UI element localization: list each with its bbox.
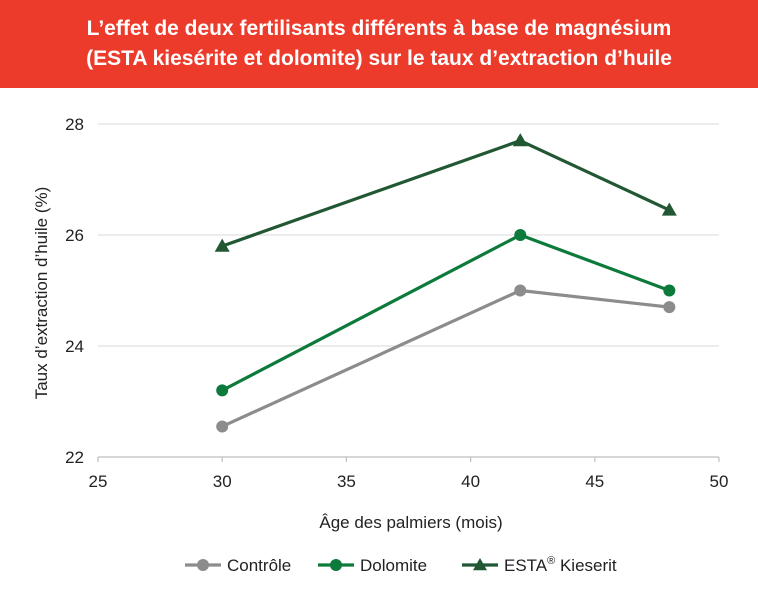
legend-marker-esta-kieserit xyxy=(473,558,487,571)
series-line-contr-le xyxy=(221,288,670,428)
data-point-dolomite xyxy=(514,229,527,241)
x-tick-label: 35 xyxy=(337,472,356,491)
data-point-dolomite xyxy=(663,284,676,297)
line-chart: 22 24 26 28 25 30 35 40 45 50 Taux d’extraction d… xyxy=(32,115,728,575)
data-point-esta-kieserit xyxy=(214,238,230,252)
data-point-contr-le xyxy=(663,301,676,314)
series-line-esta-kieserit xyxy=(221,139,670,248)
x-tick-label: 25 xyxy=(89,472,108,491)
y-tick-label: 28 xyxy=(65,115,84,134)
legend-label-dolomite: Dolomite xyxy=(360,556,427,575)
x-tick-label: 50 xyxy=(710,472,729,491)
x-tick-label: 30 xyxy=(213,472,232,491)
series-lines xyxy=(221,139,670,428)
data-point-esta-kieserit xyxy=(512,133,528,147)
title-banner: L’effet de deux fertilisants différents … xyxy=(0,0,758,88)
x-tick-label: 40 xyxy=(461,472,480,491)
data-point-esta-kieserit xyxy=(661,202,677,216)
legend: Contrôle Dolomite ESTA® Kieserit xyxy=(185,555,617,575)
legend-marker-dolomite xyxy=(330,559,342,571)
data-point-dolomite xyxy=(216,384,229,397)
chart-title-line-1: L’effet de deux fertilisants différents … xyxy=(86,17,672,40)
x-axis-title: Âge des palmiers (mois) xyxy=(319,513,502,532)
x-tick-label: 45 xyxy=(585,472,604,491)
series-line-dolomite xyxy=(221,233,670,392)
data-point-contr-le xyxy=(216,420,229,433)
data-points xyxy=(214,133,677,433)
y-tick-label: 24 xyxy=(65,337,84,356)
y-tick-label: 26 xyxy=(65,226,84,245)
y-axis-title: Taux d’extraction d’huile (%) xyxy=(32,187,51,400)
y-tick-label: 22 xyxy=(65,448,84,467)
grid-lines xyxy=(98,123,719,347)
legend-label-contr-le: Contrôle xyxy=(227,556,291,575)
chart-title-line-2: (ESTA kiesérite et dolomite) sur le taux… xyxy=(86,47,672,70)
data-point-contr-le xyxy=(514,284,527,297)
legend-marker-contr-le xyxy=(197,559,209,571)
axes: 22 24 26 28 25 30 35 40 45 50 xyxy=(65,115,728,491)
legend-label-esta-kieserit: ESTA® Kieserit xyxy=(504,555,617,575)
